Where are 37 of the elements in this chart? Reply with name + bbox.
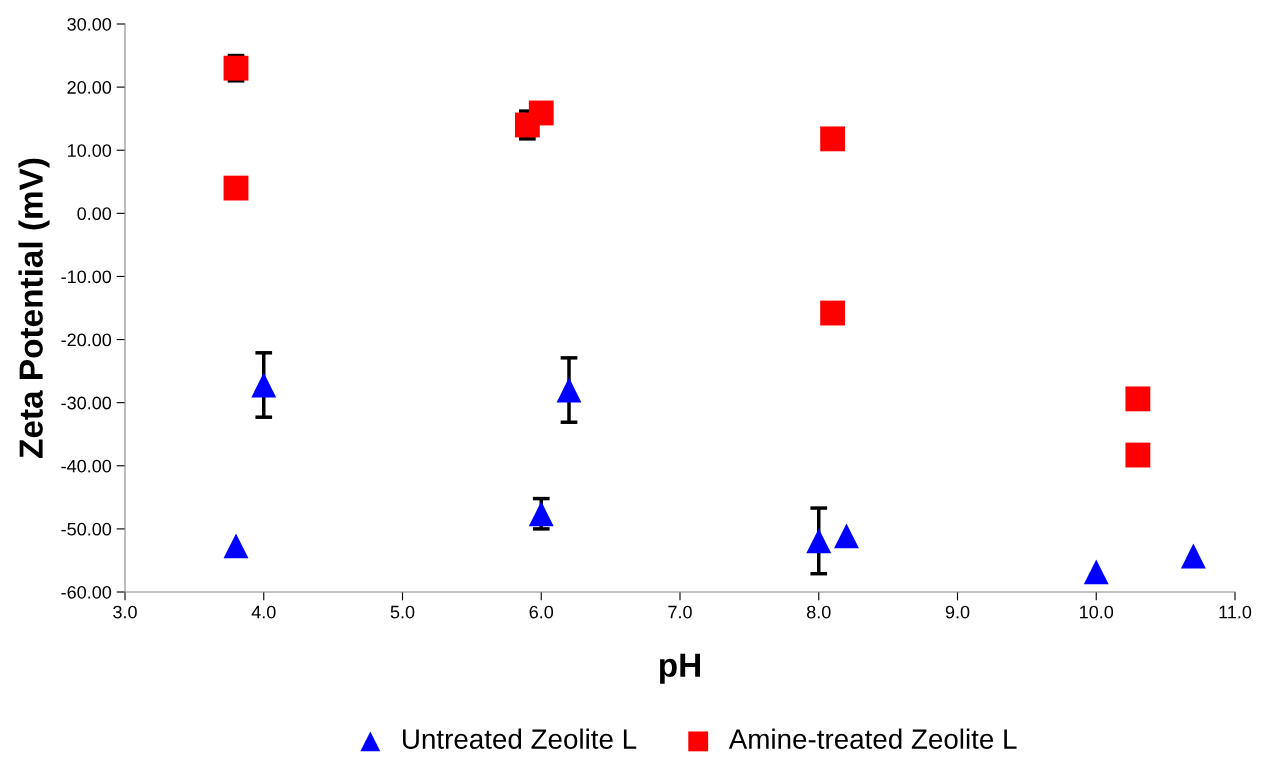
x-tick-label: 4.0 [251,605,276,619]
point [820,126,846,152]
x-tick-label: 9.0 [945,605,970,619]
point [806,528,832,554]
legend-label: Amine-treated Zeolite L [728,728,1017,749]
x-tick-label: 7.0 [668,605,692,619]
point [223,533,249,559]
x-tick-label: 5.0 [390,605,415,619]
y-tick-label: -30.00 [61,396,112,410]
y-axis-title: Zeta Potential (mV) [18,158,50,458]
x-tick-label: 8.0 [806,605,831,619]
y-tick-label: 20.00 [67,81,112,94]
x-tick-label: 6.0 [529,605,554,619]
point [223,175,249,201]
point [820,300,846,326]
point [556,377,582,403]
legend-label: Untreated Zeolite L [403,728,637,749]
point [251,372,277,398]
point [1180,543,1206,569]
point [528,100,554,126]
point [1083,559,1109,585]
y-tick-label: -50.00 [61,522,112,536]
y-tick-label: 30.00 [67,17,112,31]
y-tick-label: -10.00 [61,270,112,284]
y-tick-label: -20.00 [61,333,112,347]
x-tick-label: 11.0 [1219,605,1252,619]
point [834,523,859,549]
y-tick-label: 10.00 [68,144,112,157]
point [528,501,554,527]
x-tick-label: 10.0 [1080,605,1114,619]
point [1125,442,1151,468]
x-axis-title: pH [659,653,700,684]
x-tick-label: 3.0 [113,605,137,619]
y-tick-label: 0.00 [77,207,112,221]
y-tick-label: -60.00 [61,585,112,599]
y-tick-label: -40.00 [61,459,112,473]
point [1125,386,1151,412]
